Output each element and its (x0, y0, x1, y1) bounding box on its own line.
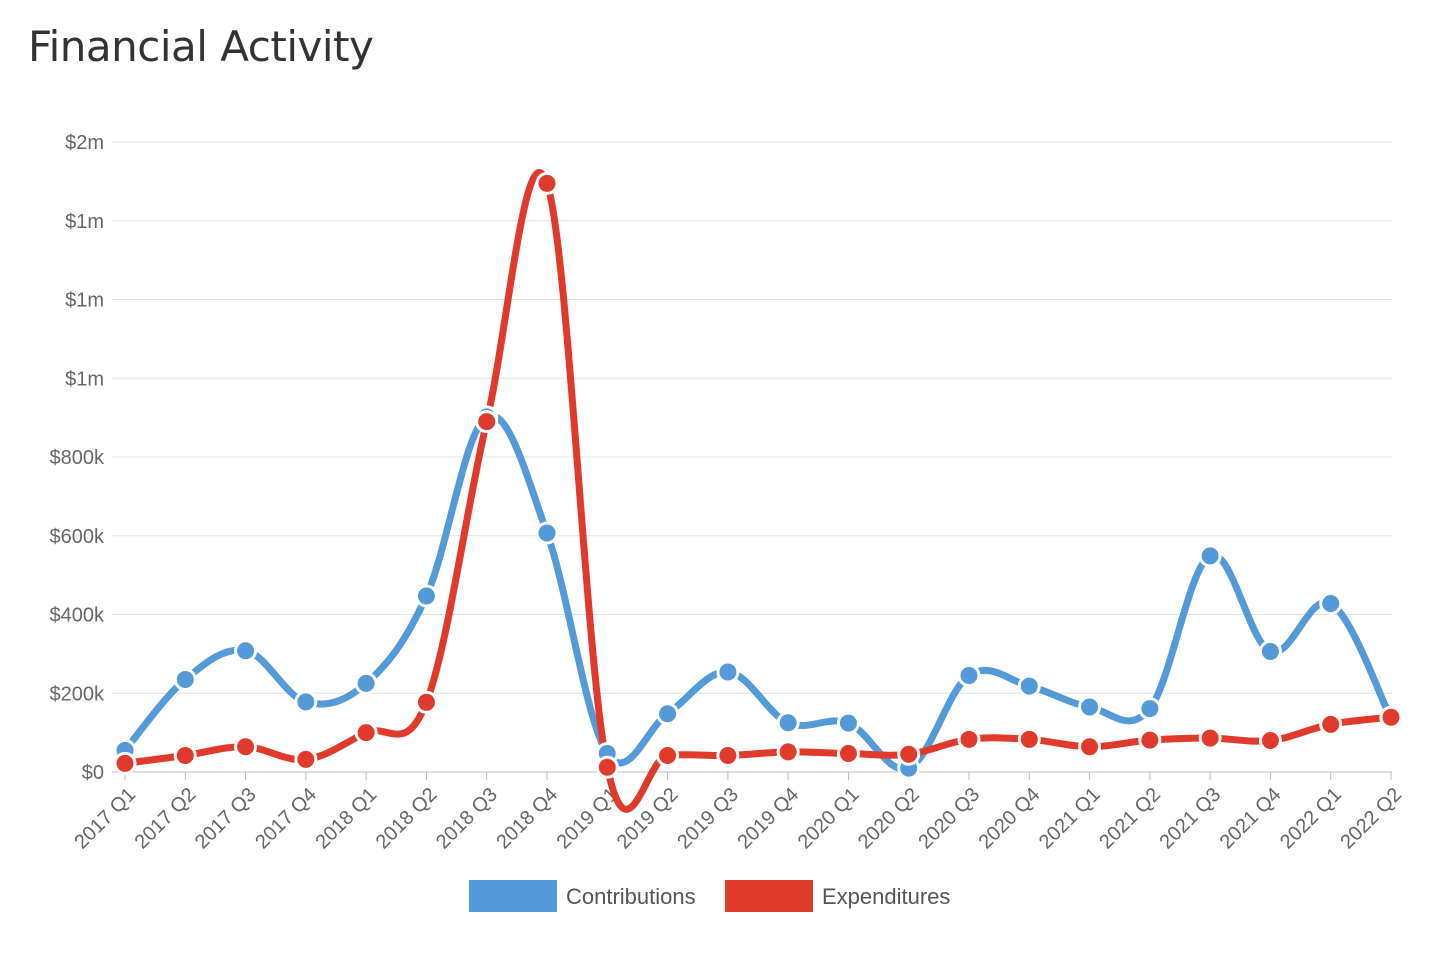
data-point-expenditures[interactable] (113, 751, 137, 775)
x-tick-label: 2018 Q1 (311, 784, 381, 854)
x-tick-label: 2020 Q3 (914, 784, 984, 854)
data-point-expenditures[interactable] (1138, 728, 1162, 752)
x-tick-label: 2018 Q3 (432, 784, 502, 854)
data-point-contributions[interactable] (414, 584, 438, 608)
series-lines (121, 169, 1395, 813)
data-point-expenditures[interactable] (1017, 727, 1041, 751)
data-point-expenditures[interactable] (414, 690, 438, 714)
data-point-expenditures[interactable] (1258, 729, 1282, 752)
x-tick-label: 2020 Q1 (794, 784, 864, 854)
x-tick-label: 2020 Q2 (854, 784, 924, 854)
x-tick-label: 2017 Q2 (131, 784, 201, 854)
x-tick-label: 2019 Q3 (673, 784, 743, 854)
data-point-contributions[interactable] (1319, 591, 1343, 615)
data-point-contributions[interactable] (173, 667, 197, 691)
data-point-contributions[interactable] (1078, 695, 1102, 719)
x-tick-label: 2021 Q4 (1216, 784, 1286, 854)
data-point-contributions[interactable] (535, 521, 559, 545)
data-point-contributions[interactable] (294, 690, 318, 714)
data-point-contributions[interactable] (716, 660, 740, 684)
data-point-expenditures[interactable] (656, 743, 680, 767)
x-tick-label: 2022 Q1 (1276, 784, 1346, 854)
y-tick-label: $2m (65, 132, 104, 154)
data-point-contributions[interactable] (354, 671, 378, 695)
data-point-contributions[interactable] (776, 711, 800, 735)
data-point-contributions[interactable] (1258, 640, 1282, 664)
series-line-expenditures (121, 169, 1395, 813)
legend-label: Expenditures (822, 884, 950, 909)
y-tick-label: $0 (82, 762, 104, 784)
y-axis: $0 $200k $400k $600k $800k $1m $1m $1m $2m (50, 132, 105, 784)
data-point-contributions[interactable] (1138, 697, 1162, 721)
data-point-expenditures[interactable] (595, 755, 619, 779)
data-point-contributions[interactable] (836, 711, 860, 735)
x-tick-label: 2018 Q2 (372, 784, 442, 854)
x-tick-label: 2019 Q2 (613, 784, 683, 854)
x-tick-label: 2021 Q3 (1155, 784, 1225, 854)
x-tick-label: 2019 Q4 (733, 784, 803, 854)
x-tick-label: 2017 Q4 (251, 784, 321, 854)
x-tick-label: 2020 Q4 (975, 784, 1045, 854)
legend-label: Contributions (566, 884, 696, 909)
data-point-expenditures[interactable] (234, 735, 258, 759)
data-point-contributions[interactable] (656, 702, 680, 726)
data-point-contributions[interactable] (1198, 544, 1222, 568)
data-point-expenditures[interactable] (294, 747, 318, 771)
data-point-expenditures[interactable] (1379, 705, 1403, 729)
x-tick-label: 2017 Q1 (70, 784, 140, 854)
x-tick-label: 2022 Q2 (1336, 784, 1406, 854)
series-line-contributions (121, 412, 1395, 773)
data-point-expenditures[interactable] (173, 743, 197, 767)
series-points (113, 171, 1403, 780)
data-point-expenditures[interactable] (535, 171, 559, 195)
legend-item-expenditures[interactable]: Expenditures (725, 880, 950, 912)
x-tick-label: 2018 Q4 (492, 784, 562, 854)
data-point-expenditures[interactable] (957, 727, 981, 751)
data-point-expenditures[interactable] (716, 743, 740, 767)
y-tick-label: $1m (65, 368, 104, 390)
x-tick-label: 2021 Q2 (1095, 784, 1165, 854)
y-tick-label: $200k (50, 683, 105, 705)
y-tick-label: $1m (65, 211, 104, 233)
legend-item-contributions[interactable]: Contributions (469, 880, 696, 912)
x-tick-label: 2021 Q1 (1035, 784, 1105, 854)
y-tick-label: $400k (50, 605, 105, 627)
data-point-expenditures[interactable] (475, 410, 499, 434)
data-point-expenditures[interactable] (776, 740, 800, 764)
legend[interactable]: Contributions Expenditures (469, 880, 950, 912)
data-point-expenditures[interactable] (1198, 726, 1222, 750)
data-point-contributions[interactable] (1017, 674, 1041, 698)
legend-swatch (725, 880, 813, 912)
data-point-expenditures[interactable] (354, 721, 378, 745)
data-point-expenditures[interactable] (1078, 735, 1102, 759)
page-title: Financial Activity (28, 22, 374, 71)
grid-lines (112, 141, 1392, 773)
data-point-expenditures[interactable] (897, 742, 921, 766)
data-point-expenditures[interactable] (836, 741, 860, 765)
data-point-contributions[interactable] (957, 664, 981, 688)
y-tick-label: $1m (65, 290, 104, 312)
data-point-contributions[interactable] (234, 639, 258, 663)
y-tick-label: $600k (50, 526, 105, 548)
legend-swatch (469, 880, 557, 912)
data-point-expenditures[interactable] (1319, 712, 1343, 736)
y-tick-label: $800k (50, 447, 105, 469)
x-tick-label: 2017 Q3 (191, 784, 261, 854)
